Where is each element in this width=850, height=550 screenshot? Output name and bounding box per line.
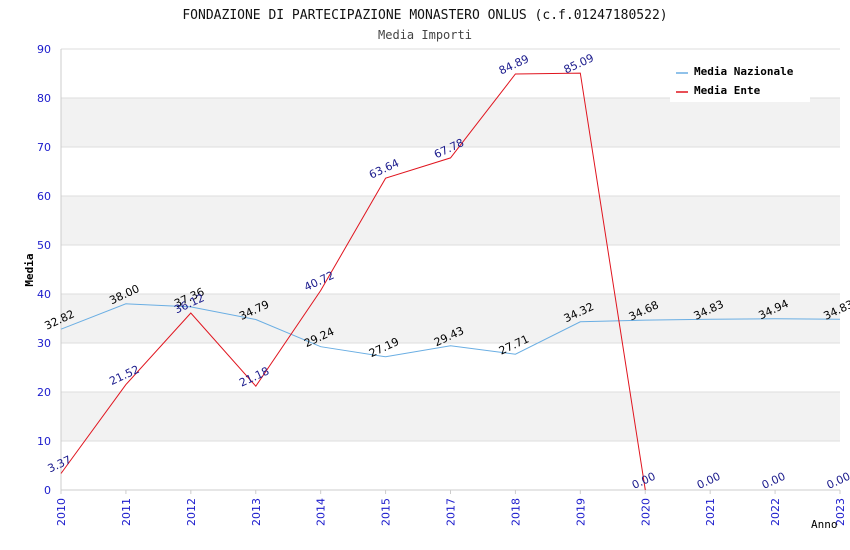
x-tick-2014: 2014 [315, 498, 328, 526]
legend: Media Nazionale Media Ente [670, 58, 810, 102]
x-tick-2011: 2011 [120, 498, 133, 526]
data-label-media-ente-2021: 0.00 [695, 470, 723, 492]
x-tick-2012: 2012 [185, 498, 198, 526]
band-5 [61, 196, 840, 245]
chart-title: FONDAZIONE DI PARTECIPAZIONE MONASTERO O… [182, 8, 667, 23]
legend-label-media-ente: Media Ente [694, 84, 761, 97]
data-label-media-ente-2011: 21.52 [107, 363, 141, 388]
x-tick-2019: 2019 [574, 498, 587, 526]
y-tick-40: 40 [37, 288, 51, 301]
y-tick-50: 50 [37, 239, 51, 252]
data-label-media-ente-2013: 21.18 [237, 364, 271, 389]
x-tick-2021: 2021 [704, 498, 717, 526]
series-line-media-nazionale [60, 303, 841, 358]
chart-subtitle: Media Importi [378, 28, 472, 42]
y-tick-10: 10 [37, 435, 51, 448]
y-tick-30: 30 [37, 337, 51, 350]
axes [60, 49, 841, 494]
band-7 [61, 98, 840, 147]
x-tick-2020: 2020 [639, 498, 652, 526]
y-tick-70: 70 [37, 141, 51, 154]
x-tick-2018: 2018 [509, 498, 522, 526]
x-tick-labels: 2010 2011 2012 2013 2014 2015 2017 2018 2019 2020… [55, 498, 847, 526]
y-tick-60: 60 [37, 190, 51, 203]
y-tick-labels: 0 10 20 30 40 50 60 70 80 90 [37, 43, 51, 497]
series-line-media-ente [60, 72, 646, 491]
data-label-media-ente-2023: 0.00 [825, 470, 850, 492]
y-tick-20: 20 [37, 386, 51, 399]
x-tick-2010: 2010 [55, 498, 68, 526]
data-label-media-ente-2015: 63.64 [367, 156, 401, 181]
legend-label-media-nazionale: Media Nazionale [694, 65, 794, 78]
y-tick-90: 90 [37, 43, 51, 56]
x-tick-2022: 2022 [769, 498, 782, 526]
x-axis-label: Anno [811, 518, 838, 531]
y-axis-label: Media [23, 253, 36, 286]
x-tick-2017: 2017 [445, 498, 458, 526]
band-1 [61, 392, 840, 441]
background-bands [61, 98, 840, 441]
x-tick-2013: 2013 [250, 498, 263, 526]
series-lines [60, 72, 841, 491]
band-3 [61, 294, 840, 343]
data-label-media-ente-2020: 0.00 [630, 470, 658, 492]
data-label-media-ente-2010: 3.37 [46, 453, 74, 475]
x-tick-2023: 2023 [834, 498, 847, 526]
data-label-media-ente-2014: 40.72 [302, 269, 336, 294]
legend-box [670, 58, 810, 102]
x-tick-2015: 2015 [380, 498, 393, 526]
data-label-media-ente-2022: 0.00 [760, 470, 788, 492]
y-tick-0: 0 [44, 484, 51, 497]
y-tick-80: 80 [37, 92, 51, 105]
